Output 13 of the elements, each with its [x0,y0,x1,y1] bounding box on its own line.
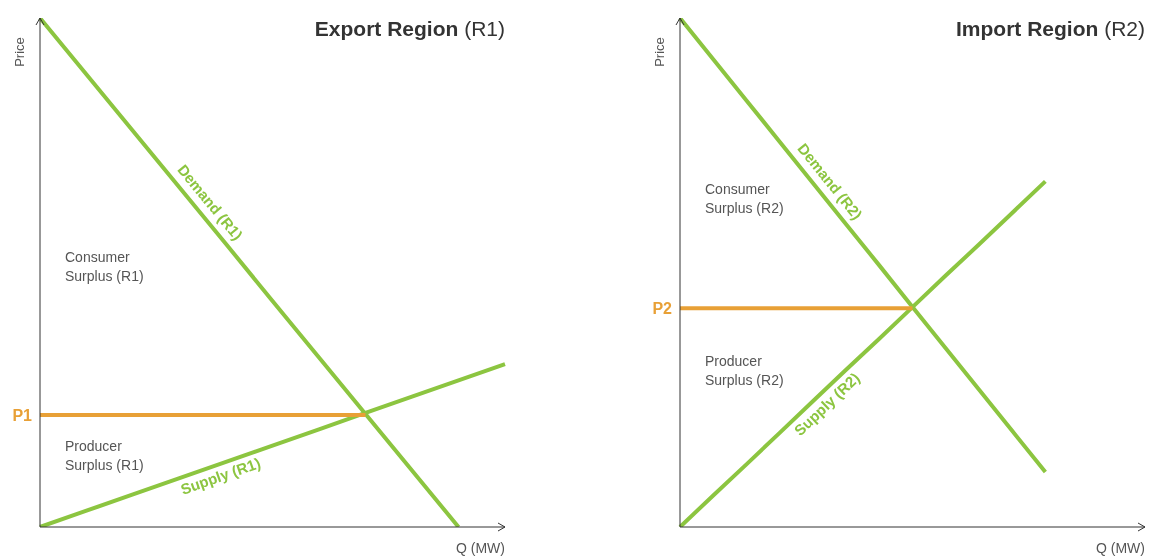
text: Supply (R1) [178,454,263,498]
series-label: P2 [652,300,673,318]
chart-title: Export Region (R1) [314,17,505,40]
series-label: P1 [12,407,33,425]
x-axis-title: Q (MW) [456,540,505,556]
annotation: Producer Surplus (R1) [65,438,144,474]
y-axis-title: Price [12,37,27,67]
chart-title: Import Region (R2) [956,17,1145,40]
y-axis-title: Price [652,37,667,67]
x-axis-title: Q (MW) [1096,540,1145,556]
annotation: Producer Surplus (R2) [705,352,784,388]
annotation: Consumer Surplus (R1) [65,249,144,285]
annotation: Consumer Surplus (R2) [705,180,784,216]
